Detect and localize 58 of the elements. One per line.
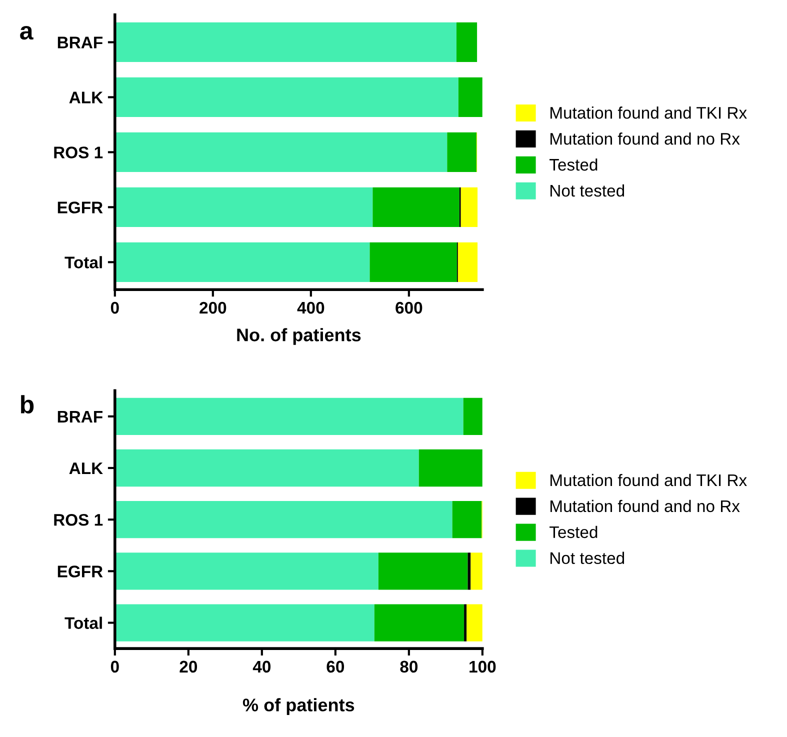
legend-label: Not tested xyxy=(550,552,624,564)
x-tick-label: 60 xyxy=(326,660,344,673)
y-tick-label: BRAF xyxy=(58,410,102,422)
x-tick-label: 0 xyxy=(110,302,119,314)
legend-label: Not tested xyxy=(550,184,624,197)
bar xyxy=(452,501,482,538)
legend-label: Mutation found and no Rx xyxy=(550,132,740,145)
x-axis-title: No. of patients xyxy=(237,328,361,345)
bar xyxy=(114,77,458,118)
y-tick-label: EGFR xyxy=(58,202,103,214)
bar xyxy=(418,449,482,487)
bar xyxy=(378,552,468,590)
y-tick-label: ALK xyxy=(69,92,103,104)
bar xyxy=(114,552,378,590)
bar xyxy=(458,77,482,118)
x-tick-label: 80 xyxy=(400,660,418,673)
bar xyxy=(114,242,370,282)
legend-label: Tested xyxy=(550,158,598,171)
y-tick-label: ROS 1 xyxy=(54,514,103,526)
bar xyxy=(114,132,448,172)
x-axis-title: % of patients xyxy=(242,698,354,715)
x-tick-label: 400 xyxy=(297,302,324,314)
legend-label: Mutation found and no Rx xyxy=(550,500,740,512)
x-tick-label: 0 xyxy=(110,660,119,673)
bar xyxy=(114,449,419,487)
bar xyxy=(370,242,457,282)
y-tick-label: ALK xyxy=(69,462,103,474)
bar xyxy=(460,187,478,227)
legend-label: Mutation found and TKI Rx xyxy=(550,106,747,119)
y-tick-label: EGFR xyxy=(58,566,103,578)
y-tick-label: BRAF xyxy=(58,36,102,48)
x-tick-label: 40 xyxy=(252,660,270,673)
y-tick-label: ROS 1 xyxy=(54,146,103,158)
bar xyxy=(114,501,452,538)
bar xyxy=(463,398,482,435)
chart-title: b xyxy=(20,395,34,414)
bar xyxy=(468,552,471,590)
bar xyxy=(458,242,478,282)
chart-title: a xyxy=(20,26,34,40)
bar xyxy=(114,604,374,642)
bar xyxy=(114,187,373,227)
x-tick-label: 20 xyxy=(180,660,197,673)
y-tick-label: Total xyxy=(64,256,102,268)
y-tick-label: Total xyxy=(64,616,102,629)
bar xyxy=(114,22,456,62)
bar xyxy=(374,604,464,642)
x-tick-label: 200 xyxy=(200,302,226,314)
bar xyxy=(464,604,467,642)
bar xyxy=(447,132,477,172)
bar xyxy=(470,552,482,590)
bar xyxy=(456,22,478,62)
bar xyxy=(466,604,482,642)
x-tick-label: 600 xyxy=(396,302,422,314)
bar xyxy=(372,187,460,227)
bar xyxy=(114,398,464,435)
legend-label: Tested xyxy=(550,526,598,538)
x-tick-label: 100 xyxy=(470,660,496,673)
legend-label: Mutation found and TKI Rx xyxy=(550,474,747,486)
